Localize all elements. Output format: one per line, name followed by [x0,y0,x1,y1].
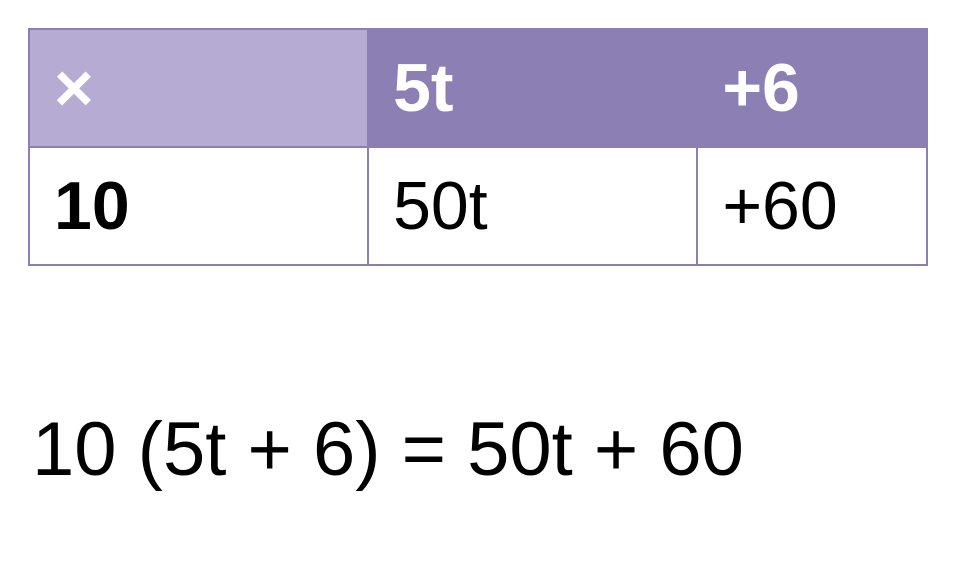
cell-product-50t: 50t [368,147,697,265]
table-row: 10 50t +60 [29,147,927,265]
cell-multiplier-10: 10 [29,147,368,265]
cell-product-plus60: +60 [697,147,927,265]
header-term-5t: 5t [368,29,697,147]
header-term-plus6: +6 [697,29,927,147]
multiplication-grid-table: × 5t +6 10 50t +60 [28,28,928,266]
expanded-equation: 10 (5t + 6) = 50t + 60 [28,406,956,493]
table-header-row: × 5t +6 [29,29,927,147]
header-multiply-symbol: × [29,29,368,147]
